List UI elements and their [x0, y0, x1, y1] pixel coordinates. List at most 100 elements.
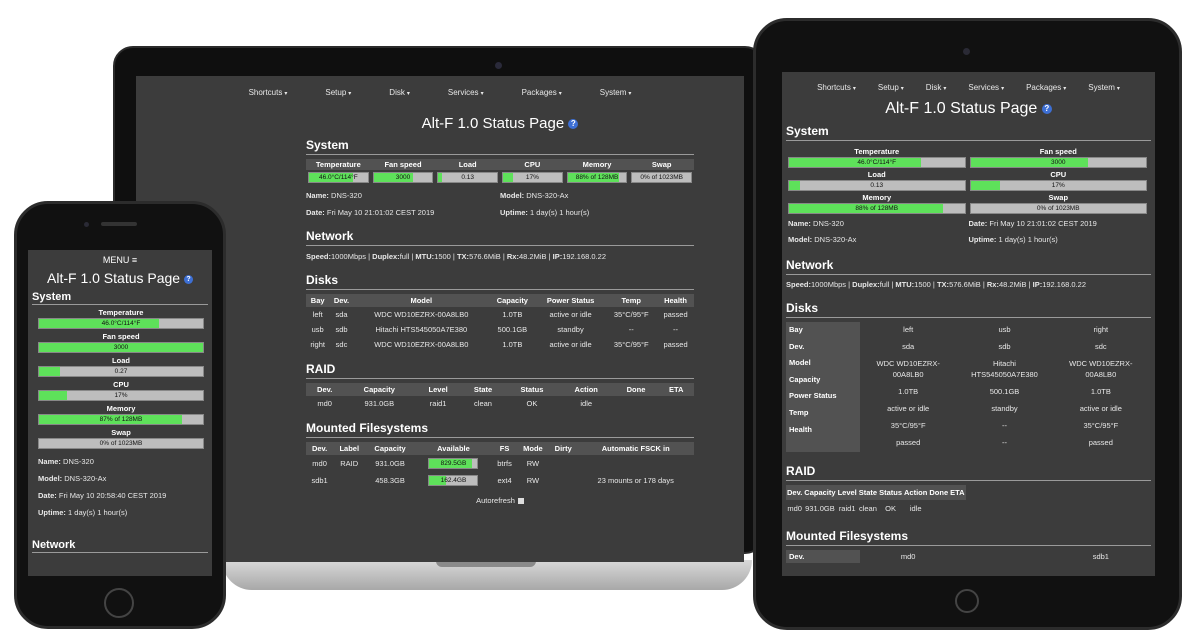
nav-services[interactable]: Services ▾: [968, 83, 1005, 92]
nav-shortcuts[interactable]: Shortcuts ▾: [817, 83, 856, 92]
caret-down-icon: ▾: [406, 91, 410, 97]
table-header: Bay Dev. Model Capacity Power Status Temp Heal…: [306, 294, 694, 307]
section-raid: RAID: [306, 362, 694, 379]
table-row: sdb1 458.3GB 162.4GB ext4 RW 23 mounts or 1…: [311, 475, 674, 486]
help-icon[interactable]: ?: [183, 274, 193, 284]
caret-down-icon: ▾: [900, 86, 904, 92]
bar-fill: [970, 158, 1089, 167]
table-header: Dev. Capacity Level State Status Action Done ET…: [786, 485, 966, 500]
bar-text: 46.0°C/114°F: [318, 174, 358, 181]
temperature-bar: 46.0°C/114°F: [788, 157, 966, 168]
system-model: Model: DNS-320-Ax: [500, 191, 569, 200]
bar-text: 0.13: [461, 174, 474, 181]
system-name: Name: DNS-320: [38, 457, 94, 466]
nav-setup[interactable]: Setup ▾: [325, 88, 352, 97]
bar-fill: [789, 158, 921, 167]
temperature-bar: 46.0°C/114°F: [38, 318, 204, 329]
system-info: Name: DNS-320 Model: DNS-320-Ax Date: Fr…: [38, 457, 212, 517]
bar-fill: [39, 367, 61, 376]
nav-packages[interactable]: Packages ▾: [1026, 83, 1067, 92]
caret-down-icon: ▾: [1001, 86, 1005, 92]
section-network: Network: [786, 258, 1151, 275]
caret-down-icon: ▾: [1063, 86, 1067, 92]
memory-bar: 88% of 128MB: [566, 172, 628, 183]
laptop-notch: [436, 560, 536, 567]
col-capacity: Capacity: [488, 294, 536, 307]
memory-bar: 87% of 128MB: [38, 414, 204, 425]
bar-fill: [39, 319, 159, 328]
section-raid: RAID: [786, 464, 1151, 481]
system-date: Date: Fri May 10 21:01:02 CEST 2019: [306, 208, 435, 217]
system-name: Name: DNS-320: [788, 219, 844, 228]
system-model: Model: DNS-320-Ax: [788, 235, 857, 244]
network-info: Speed:1000Mbps | Duplex:full | MTU:1500 …: [306, 252, 606, 261]
phone-speaker: [101, 222, 137, 226]
caret-down-icon: ▾: [852, 86, 856, 92]
col-temp: Temp: [605, 294, 658, 307]
col-model: Model: [353, 294, 489, 307]
cpu-bar: 17%: [38, 390, 204, 401]
stat-cpu: CPU 17%: [969, 168, 1147, 191]
nav-bar: Shortcuts ▾ Setup ▾ Disk ▾ Services ▾ Packag…: [136, 88, 744, 97]
system-stats: Temperature 46.0°C/114°F Fan speed 3000 Lo…: [306, 159, 695, 183]
stat-load: Load 0.13: [435, 159, 501, 183]
cpu-bar: 17%: [502, 172, 563, 183]
fan-speed-bar: 3000: [38, 342, 204, 353]
available-bar: 829.5GB: [428, 458, 479, 469]
stat-load: Load 0.13: [788, 168, 966, 191]
nav-bar: Shortcuts ▾ Setup ▾ Disk ▾ Services ▾ Packag…: [782, 83, 1155, 92]
nav-services[interactable]: Services ▾: [447, 88, 484, 97]
tablet-screen: Shortcuts ▾ Setup ▾ Disk ▾ Services ▾ Packag…: [782, 72, 1155, 576]
nav-system[interactable]: System ▾: [599, 88, 632, 97]
mounted-table: Dev. Label Capacity Available FS Mode Dirty Aut…: [306, 442, 694, 489]
autorefresh-toggle[interactable]: Autorefresh: [306, 496, 694, 505]
col-dev: Dev.: [329, 294, 354, 307]
table-header: Dev. Capacity Level State Status Action Done ET…: [306, 383, 694, 396]
page-title: Alt-F 1.0 Status Page ?: [28, 270, 212, 286]
stat-memory: Memory 88% of 128MB: [564, 159, 630, 183]
load-bar: 0.13: [437, 172, 499, 183]
stat-swap: Swap 0% of 1023MB: [969, 191, 1147, 214]
nav-setup[interactable]: Setup ▾: [877, 83, 904, 92]
bar-fill: [429, 476, 447, 485]
system-info-2: Date: Fri May 10 21:01:02 CEST 2019 Upti…: [306, 208, 694, 217]
table-row: usb sdb Hitachi HTS545050A7E380 500.1GB stan…: [311, 325, 679, 334]
menu-button[interactable]: MENU ≡: [102, 255, 138, 265]
stat-cpu: CPU 17%: [500, 159, 565, 183]
raid-table: Dev. Capacity Level State Status Action Done ET…: [306, 383, 694, 411]
nav-shortcuts[interactable]: Shortcuts ▾: [248, 88, 288, 97]
bar-fill: [39, 343, 203, 352]
swap-bar: 0% of 1023MB: [38, 438, 204, 449]
available-bar: 162.4GB: [428, 475, 479, 486]
nav-packages[interactable]: Packages ▾: [521, 88, 562, 97]
section-system: System: [32, 291, 208, 305]
stat-label: Swap: [629, 159, 695, 170]
disk-column: left sda WDC WD10EZRX- 00A8LB0 1.0TB active o…: [876, 325, 940, 447]
col-health: Health: [657, 294, 694, 307]
nav-disk[interactable]: Disk ▾: [925, 83, 947, 92]
section-disks: Disks: [786, 301, 1151, 318]
fan-speed-bar: 3000: [969, 157, 1147, 168]
mounted-table: Dev. md0 sdb1: [786, 550, 1149, 563]
disk-column: right sdc WDC WD10EZRX- 00A8LB0 1.0TB active …: [1069, 325, 1133, 447]
section-system: System: [786, 124, 1151, 141]
laptop-screen: Shortcuts ▾ Setup ▾ Disk ▾ Services ▾ Packag…: [136, 76, 744, 562]
help-icon[interactable]: ?: [1041, 103, 1052, 114]
disks-table: Bay Dev. Model Capacity Power Status Temp Heal…: [786, 322, 1149, 452]
bar-fill: [373, 173, 413, 182]
system-model: Model: DNS-320-Ax: [38, 474, 107, 483]
caret-down-icon: ▾: [628, 91, 632, 97]
network-info: Speed:1000Mbps | Duplex:full | MTU:1500 …: [786, 280, 1086, 289]
nav-system[interactable]: System ▾: [1088, 83, 1120, 92]
load-bar: 0.27: [38, 366, 204, 377]
nav-disk[interactable]: Disk ▾: [389, 88, 410, 97]
system-info: Name: DNS-320 Model: DNS-320-Ax: [306, 191, 694, 200]
caret-down-icon: ▾: [943, 86, 947, 92]
stat-swap: Swap 0% of 1023MB: [629, 159, 695, 183]
stat-label: Fan speed: [370, 159, 436, 170]
checkbox-icon[interactable]: [517, 498, 524, 505]
help-icon[interactable]: ?: [568, 119, 579, 130]
section-mounted: Mounted Filesystems: [786, 529, 1151, 546]
bar-text: 17%: [525, 174, 539, 181]
bar-text: 88% of 128MB: [575, 174, 619, 181]
